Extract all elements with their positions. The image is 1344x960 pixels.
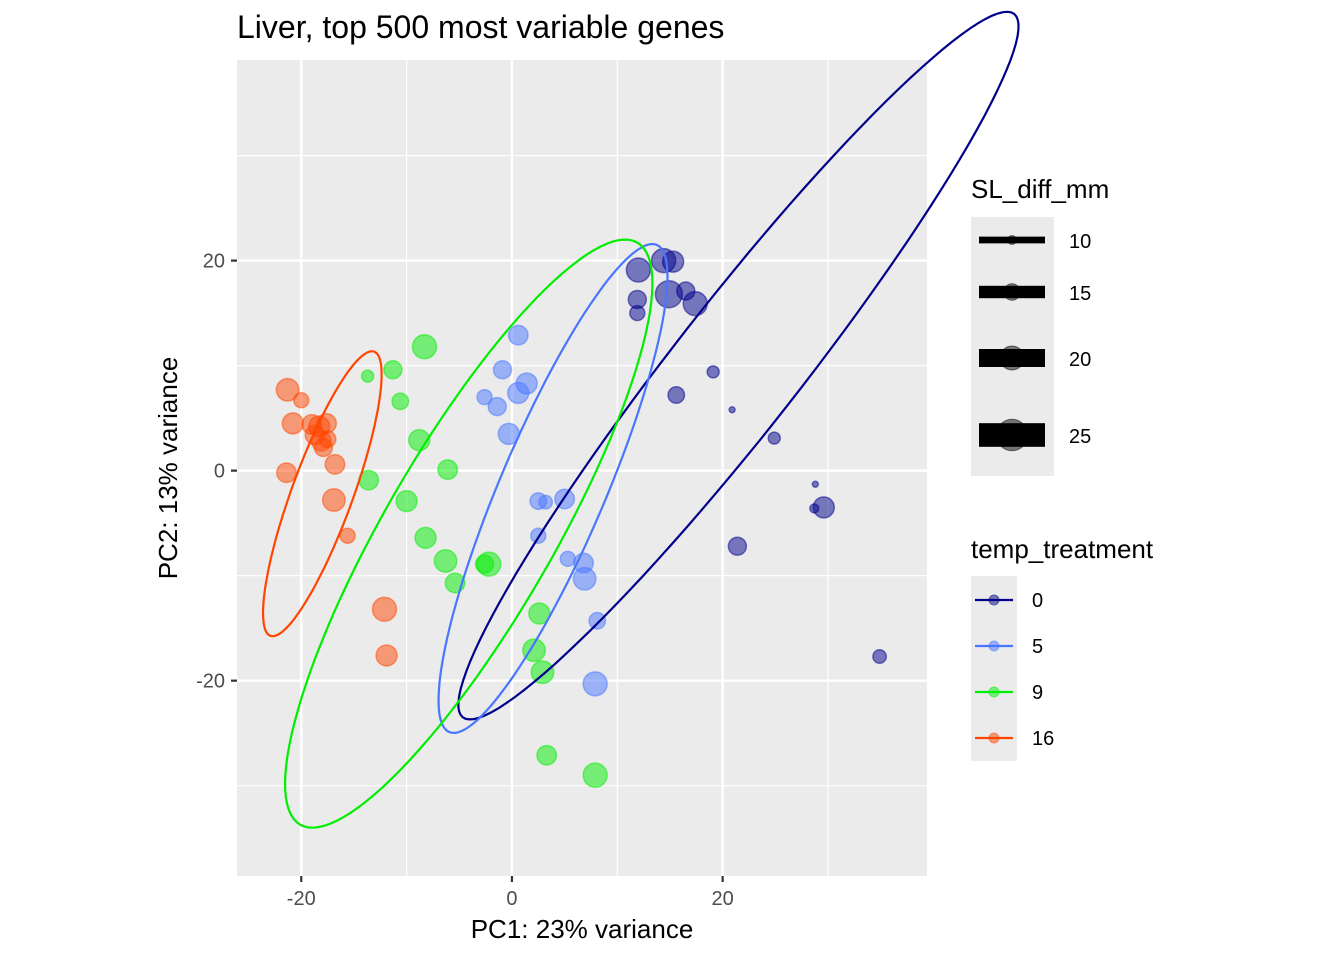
color-legend-label: 5: [1032, 636, 1043, 658]
data-point: [625, 257, 652, 283]
color-legend-key-background: [971, 576, 1017, 761]
color-key-point: [988, 594, 1000, 606]
data-point: [487, 396, 507, 417]
data-point: [371, 596, 398, 623]
size-legend-label: 15: [1069, 283, 1091, 305]
color-key-point: [988, 640, 1000, 652]
data-point: [667, 386, 686, 405]
data-point: [588, 611, 607, 630]
data-point: [375, 644, 398, 667]
plot-panel: [237, 10, 1020, 876]
data-point: [391, 392, 410, 411]
panel-background: [237, 60, 927, 876]
data-point: [507, 381, 530, 405]
size-legend-label: 20: [1069, 349, 1091, 371]
data-point: [582, 671, 608, 697]
data-point: [492, 360, 513, 380]
data-point: [872, 649, 888, 665]
data-point: [275, 377, 300, 402]
data-point: [281, 412, 305, 435]
confidence-ellipse: [457, 10, 1020, 721]
size-key-bar: [979, 423, 1045, 447]
confidence-ellipse: [283, 238, 654, 829]
data-point: [536, 744, 558, 766]
data-point: [507, 324, 529, 346]
chart-title: Liver, top 500 most variable genes: [237, 9, 724, 45]
data-point: [360, 369, 375, 383]
size-key-bar: [979, 236, 1045, 244]
points-layer: [275, 247, 888, 788]
data-point: [476, 551, 502, 577]
y-axis-title: PC2: 13% variance: [153, 357, 183, 580]
data-point: [395, 489, 418, 513]
color-legend-title: temp_treatment: [971, 534, 1154, 564]
size-key-bar: [979, 349, 1045, 367]
data-point: [433, 548, 458, 573]
data-point: [318, 430, 337, 449]
size-key-bar: [979, 285, 1045, 299]
data-point: [682, 290, 708, 317]
data-point: [324, 453, 346, 475]
color-legend: temp_treatment 0 5 9 16: [971, 534, 1154, 761]
x-tick-label: 20: [712, 888, 734, 910]
data-point: [728, 405, 736, 414]
data-point: [572, 566, 597, 591]
size-legend-label: 25: [1069, 426, 1091, 448]
confidence-ellipse: [437, 243, 669, 735]
data-point: [414, 526, 437, 550]
data-point: [339, 527, 356, 544]
data-point: [321, 488, 346, 513]
y-axis: -20 0 20 PC2: 13% variance: [153, 251, 237, 693]
color-legend-label: 9: [1032, 682, 1043, 704]
data-point: [582, 762, 608, 788]
data-point: [629, 304, 646, 322]
y-tick-label: 0: [214, 461, 225, 483]
data-point: [411, 333, 438, 360]
color-legend-label: 0: [1032, 590, 1043, 612]
data-point: [727, 536, 748, 556]
size-legend: SL_diff_mm 10 15 20 25: [971, 174, 1109, 476]
data-point: [383, 360, 403, 380]
x-tick-label: 0: [506, 888, 517, 910]
color-key-point: [988, 686, 1000, 698]
data-point: [528, 602, 551, 625]
data-point: [767, 431, 782, 445]
size-legend-label: 10: [1069, 231, 1091, 253]
data-point: [276, 462, 298, 484]
data-point: [538, 494, 554, 510]
x-axis: -20 0 20 PC1: 23% variance: [287, 876, 734, 944]
data-point: [522, 638, 547, 663]
confidence-ellipse: [261, 350, 383, 638]
data-point: [812, 496, 836, 519]
y-tick-label: -20: [196, 671, 225, 693]
x-axis-title: PC1: 23% variance: [471, 914, 694, 944]
size-legend-title: SL_diff_mm: [971, 174, 1109, 204]
data-point: [476, 388, 493, 406]
data-point: [437, 459, 459, 481]
major-gridlines: [237, 60, 927, 876]
data-point: [811, 480, 820, 489]
data-point: [559, 550, 577, 568]
color-legend-label: 16: [1032, 728, 1054, 750]
data-point: [706, 365, 720, 379]
color-key-point: [988, 732, 1000, 744]
x-tick-label: -20: [287, 888, 316, 910]
ellipses-layer: [261, 10, 1020, 829]
data-point: [293, 392, 310, 409]
y-tick-label: 20: [203, 251, 225, 273]
data-point: [530, 660, 555, 685]
